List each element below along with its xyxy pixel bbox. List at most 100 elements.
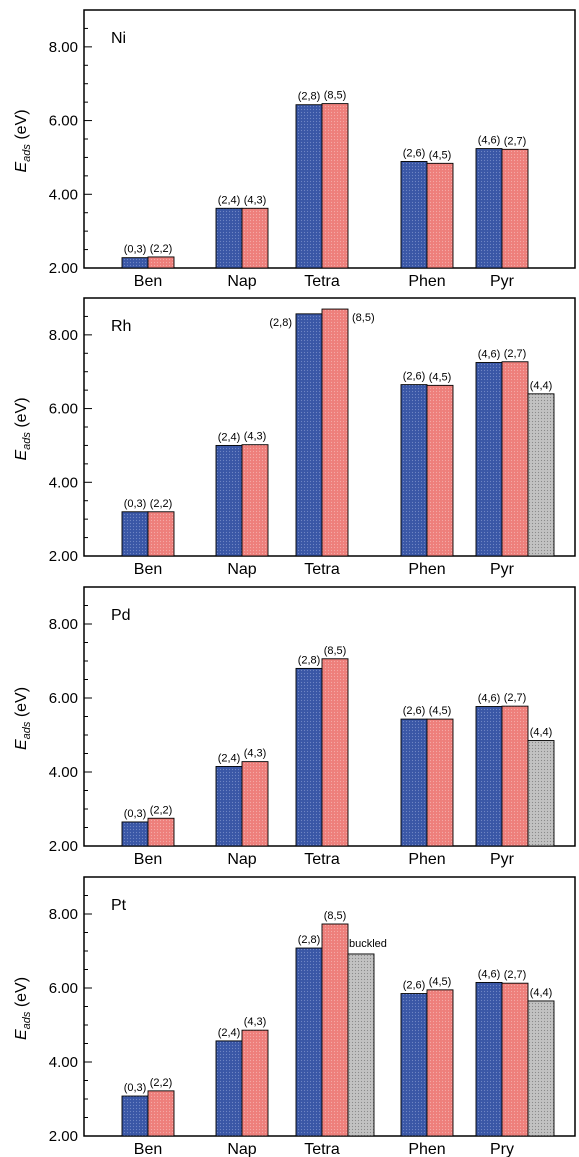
y-tick-label: 4.00 xyxy=(49,1054,78,1071)
bar-blue xyxy=(295,104,323,269)
bar-data-label: (2,2) xyxy=(150,498,173,510)
y-axis-label: Eads (eV) xyxy=(13,109,33,172)
bar-data-label: (2,6) xyxy=(403,147,426,159)
bar-blue xyxy=(400,384,428,557)
bar-red xyxy=(321,923,349,1137)
bar-data-label: (4,3) xyxy=(244,431,267,443)
category-label: Phen xyxy=(408,561,445,578)
bar-blue xyxy=(400,718,428,847)
bar-blue xyxy=(400,161,428,269)
bar-data-label: (2,7) xyxy=(504,135,527,147)
bar-blue xyxy=(121,1095,149,1137)
bar-data-label: (2,6) xyxy=(403,980,426,992)
y-axis-label: Eads (eV) xyxy=(13,977,33,1040)
y-axis-label: Eads (eV) xyxy=(13,397,33,460)
y-tick-label: 8.00 xyxy=(49,327,78,344)
category-label: Tetra xyxy=(304,1141,340,1157)
category-label: Nap xyxy=(227,273,256,290)
bar-data-label: (2,2) xyxy=(150,243,173,255)
bar-red xyxy=(147,511,175,557)
bar-data-label: (2,4) xyxy=(218,752,241,764)
bar-data-label: (2,6) xyxy=(403,705,426,717)
bar-blue xyxy=(215,444,243,557)
category-label: Nap xyxy=(227,1141,256,1157)
panel-rh: 2.00 4.00 6.00 8.00 Eads (eV) Rh Ben Nap Tetra Ph… xyxy=(13,297,576,578)
category-label: Phen xyxy=(408,1141,445,1157)
bar-data-label: (2,4) xyxy=(218,194,241,206)
category-label: Ben xyxy=(134,273,162,290)
bar-data-label: (2,8) xyxy=(298,654,321,666)
bar-blue xyxy=(400,993,428,1137)
bar-red xyxy=(501,705,529,847)
bar-red xyxy=(321,308,349,557)
category-label: Ben xyxy=(134,561,162,578)
bar-data-label: (2,7) xyxy=(504,692,527,704)
bar-data-label: (2,7) xyxy=(504,969,527,981)
bar-data-label: (4,6) xyxy=(478,968,501,980)
category-label: Ben xyxy=(134,1141,162,1157)
bar-red xyxy=(321,658,349,847)
y-tick-label: 6.00 xyxy=(49,690,78,707)
bar-data-label: (4,6) xyxy=(478,135,501,147)
category-label: Ben xyxy=(134,851,162,868)
bar-red xyxy=(321,103,349,269)
y-tick-label: 8.00 xyxy=(49,39,78,56)
y-tick-label: 2.00 xyxy=(49,1128,78,1145)
bar-data-label: (4,4) xyxy=(530,987,553,999)
y-tick-label: 4.00 xyxy=(49,474,78,491)
panel-pt: 2.00 4.00 6.00 8.00 Eads (eV) Pt Ben Nap Tetra Ph… xyxy=(13,876,576,1157)
bar-blue xyxy=(295,947,323,1137)
category-label: Tetra xyxy=(304,273,340,290)
panel-pd: 2.00 4.00 6.00 8.00 Eads (eV) Pd Ben Nap Tetra Ph… xyxy=(13,586,576,868)
bar-data-label: (0,3) xyxy=(124,808,147,820)
bar-data-label: (2,4) xyxy=(218,431,241,443)
bar-data-label: (4,3) xyxy=(244,1016,267,1028)
bar-data-label: (0,3) xyxy=(124,498,147,510)
y-axis-label: Eads (eV) xyxy=(13,687,33,750)
category-label: Nap xyxy=(227,851,256,868)
bar-data-label: (2,8) xyxy=(298,934,321,946)
y-tick-label: 4.00 xyxy=(49,764,78,781)
panel-ni: 2.00 4.00 6.00 8.00 Eads (eV) Ni Ben Nap Tetra Ph… xyxy=(13,9,576,290)
panel-title: Pt xyxy=(111,897,127,914)
bar-red xyxy=(426,384,454,557)
bar-red xyxy=(501,361,529,557)
bar-data-label: (4,6) xyxy=(478,693,501,705)
bar-red xyxy=(426,162,454,269)
bar-data-label: buckled xyxy=(349,938,387,950)
y-tick-label: 6.00 xyxy=(49,113,78,130)
bar-red xyxy=(426,989,454,1137)
bar-data-label: (4,5) xyxy=(429,371,452,383)
category-label: Tetra xyxy=(304,851,340,868)
panel-title: Rh xyxy=(111,318,131,335)
category-label: Nap xyxy=(227,561,256,578)
bar-data-label: (2,7) xyxy=(504,348,527,360)
bar-red xyxy=(241,761,269,847)
bar-gray xyxy=(527,740,555,847)
category-label: Tetra xyxy=(304,561,340,578)
bar-data-label: (8,5) xyxy=(324,910,347,922)
bar-blue xyxy=(121,511,149,557)
panel-title: Ni xyxy=(111,30,126,47)
category-label: Pry xyxy=(490,1141,514,1157)
bar-data-label: (4,3) xyxy=(244,194,267,206)
bar-data-label: (2,2) xyxy=(150,1077,173,1089)
bar-data-label: (2,8) xyxy=(269,317,292,329)
category-label: Pyr xyxy=(490,561,515,578)
bar-data-label: (4,5) xyxy=(429,976,452,988)
bar-red xyxy=(426,718,454,847)
bar-red xyxy=(241,444,269,557)
y-tick-label: 2.00 xyxy=(49,260,78,277)
category-label: Pyr xyxy=(490,273,515,290)
bar-red xyxy=(501,982,529,1137)
bar-red xyxy=(501,148,529,269)
bar-blue xyxy=(121,821,149,847)
bar-data-label: (2,2) xyxy=(150,804,173,816)
bar-blue xyxy=(215,766,243,847)
bar-data-label: (4,4) xyxy=(530,727,553,739)
y-tick-label: 4.00 xyxy=(49,186,78,203)
bar-data-label: (2,4) xyxy=(218,1027,241,1039)
y-tick-label: 2.00 xyxy=(49,548,78,565)
bar-blue xyxy=(475,982,503,1137)
